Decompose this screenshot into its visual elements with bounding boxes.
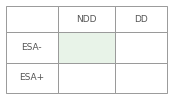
Text: NDD: NDD (76, 15, 97, 24)
Bar (6, 63, 57, 93)
Bar (57, 63, 116, 93)
Bar (6, 32, 57, 63)
Bar (116, 6, 167, 32)
Bar (6, 6, 57, 32)
Text: DD: DD (134, 15, 148, 24)
Bar (116, 32, 167, 63)
Bar (57, 6, 116, 32)
Text: ESA+: ESA+ (19, 73, 44, 82)
Bar (116, 63, 167, 93)
Bar (57, 32, 116, 63)
Text: ESA-: ESA- (21, 43, 42, 52)
